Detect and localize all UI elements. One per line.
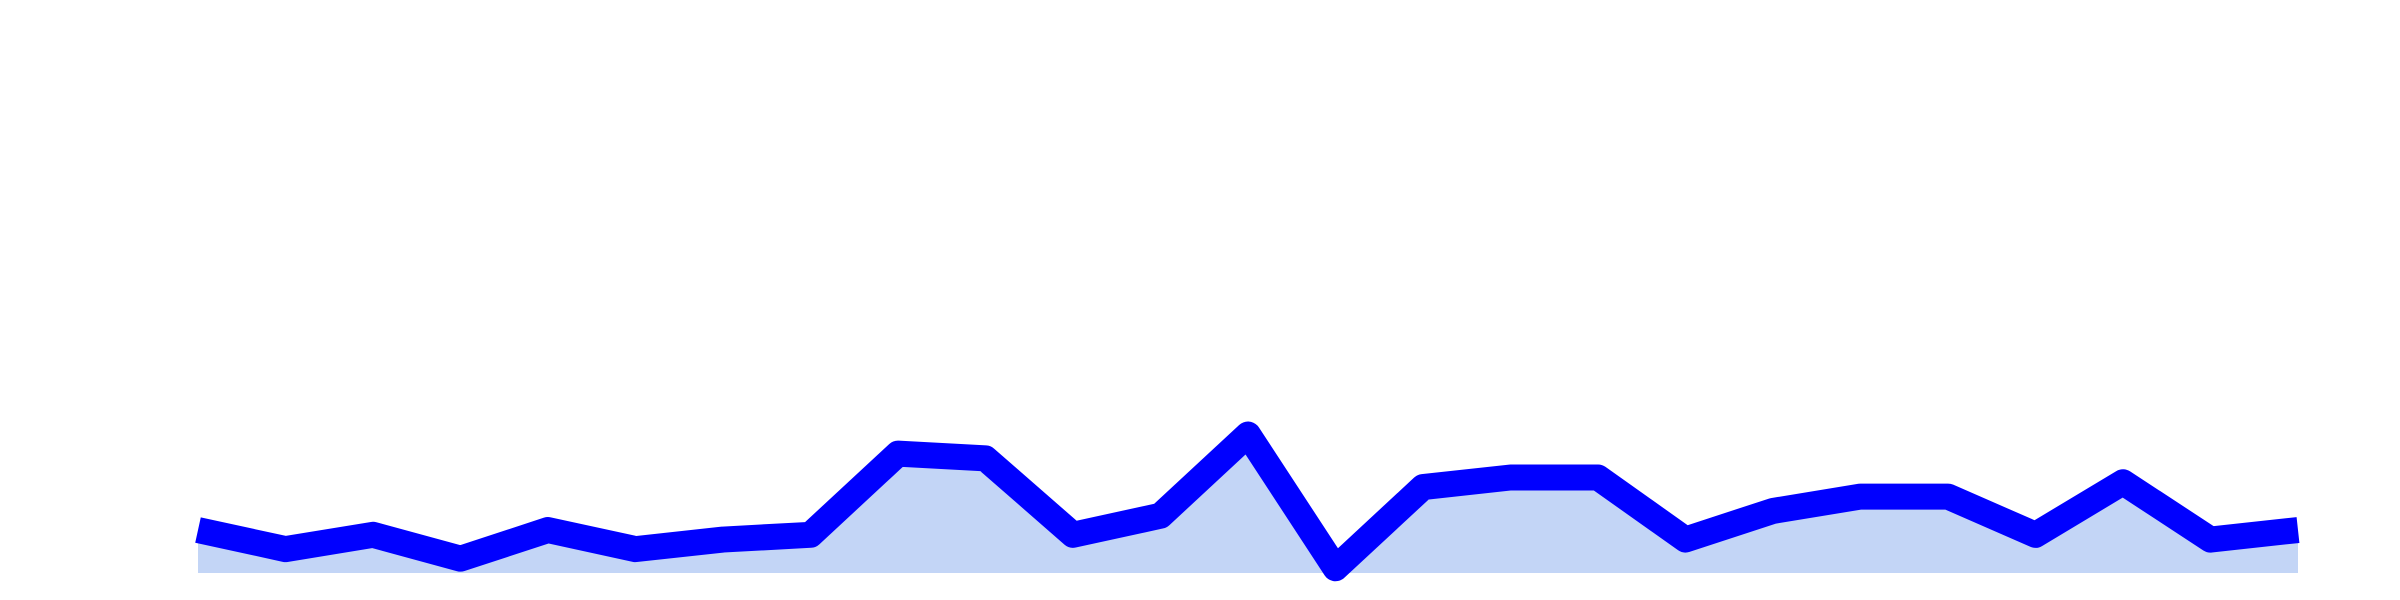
data-point — [2297, 529, 2299, 531]
data-point — [1947, 496, 1949, 498]
data-point — [2210, 539, 2212, 541]
data-point — [1772, 510, 1774, 512]
data-point — [460, 558, 462, 560]
data-point — [1072, 534, 1074, 536]
data-point — [1335, 567, 1337, 569]
data-point — [1160, 515, 1162, 517]
data-point — [372, 534, 374, 536]
data-point — [1685, 539, 1687, 541]
data-point — [197, 529, 199, 531]
data-point — [897, 453, 899, 455]
data-point — [1510, 477, 1512, 479]
series-0-area — [198, 434, 2298, 573]
data-point — [547, 529, 549, 531]
data-point — [2122, 481, 2124, 483]
data-point — [1247, 434, 1249, 436]
data-point — [985, 457, 987, 459]
data-point — [1422, 486, 1424, 488]
data-point — [2035, 534, 2037, 536]
data-point — [1597, 477, 1599, 479]
data-point — [285, 548, 287, 550]
area-layer — [198, 434, 2298, 573]
data-point — [1860, 496, 1862, 498]
data-point — [635, 548, 637, 550]
line-layer — [195, 421, 2300, 582]
data-point — [810, 534, 812, 536]
data-point — [722, 539, 724, 541]
series-0-line — [195, 421, 2300, 582]
